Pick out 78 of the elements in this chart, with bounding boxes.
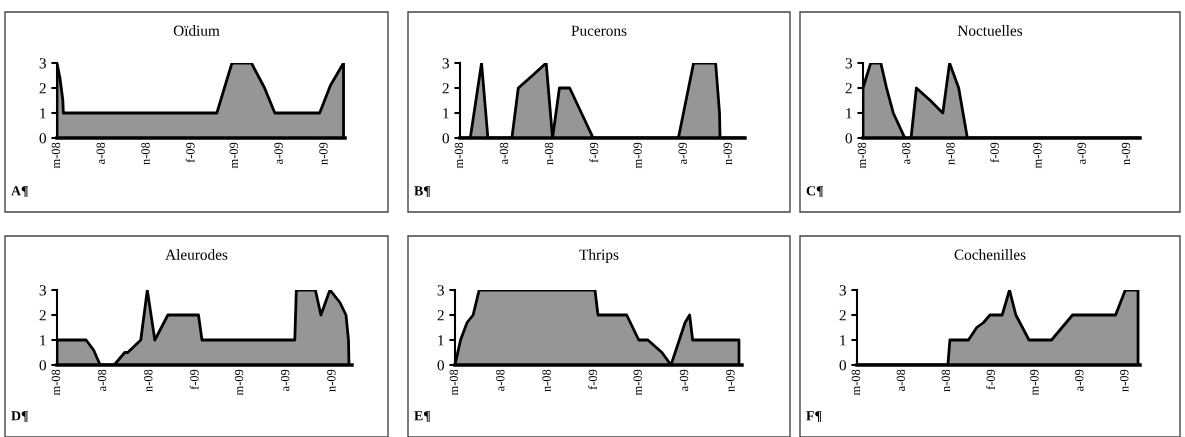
y-tick-label: 3 xyxy=(839,285,846,296)
y-tick-label: 0 xyxy=(39,133,46,144)
y-tick-label: 1 xyxy=(840,335,846,346)
x-tick-label: m-08 xyxy=(857,142,867,169)
y-tick-label: 3 xyxy=(845,58,852,69)
x-tick-label: a-08 xyxy=(499,142,509,164)
y-tick-label: 1 xyxy=(846,108,852,119)
text: B¶ xyxy=(414,186,431,198)
x-tick-label: m-08 xyxy=(851,369,861,396)
x-tick-label: m-09 xyxy=(633,369,642,396)
chart-title: Oïdium xyxy=(173,25,220,36)
x-tick-label: m-09 xyxy=(633,142,642,169)
x-tick-label: m-09 xyxy=(1033,142,1042,169)
y-tick-label: 0 xyxy=(845,133,852,144)
x-tick-label: a-09 xyxy=(274,142,283,164)
chart-title: Noctuelles xyxy=(957,25,1023,36)
x-tick-label: n-09 xyxy=(327,369,336,392)
chart-title: Aleurodes xyxy=(165,249,228,260)
text: F¶ xyxy=(806,411,822,423)
y-tick-label: 1 xyxy=(438,335,444,346)
x-tick-label: n-08 xyxy=(144,369,153,392)
chart-title: Pucerons xyxy=(571,25,627,36)
text: A¶ xyxy=(11,186,28,198)
x-tick-label: f-09 xyxy=(588,369,598,390)
y-tick-label: 1 xyxy=(443,108,449,119)
x-tick-label: a-09 xyxy=(679,369,689,391)
x-tick-label: f-09 xyxy=(986,369,996,390)
x-tick-label: m-09 xyxy=(234,369,244,396)
x-tick-label: f-09 xyxy=(989,142,999,163)
x-tick-label: n-08 xyxy=(141,142,150,165)
x-tick-label: f-09 xyxy=(189,369,199,390)
y-tick-label: 2 xyxy=(845,83,852,94)
x-tick-label: m-09 xyxy=(229,142,238,169)
x-tick-label: n-09 xyxy=(1121,142,1131,165)
y-tick-label: 3 xyxy=(442,58,449,69)
x-tick-label: a-08 xyxy=(896,369,906,391)
x-tick-label: a-09 xyxy=(1077,142,1086,164)
y-tick-label: 0 xyxy=(839,360,846,371)
x-tick-label: n-09 xyxy=(726,369,735,392)
y-tick-label: 3 xyxy=(39,58,46,69)
x-tick-label: a-09 xyxy=(678,142,687,164)
y-tick-label: 1 xyxy=(40,108,46,119)
x-tick-label: n-08 xyxy=(544,142,554,165)
x-tick-label: n-08 xyxy=(946,142,955,165)
x-tick-label: m-08 xyxy=(51,369,61,396)
chart-title: Cochenilles xyxy=(954,249,1026,260)
chart-title: Thrips xyxy=(579,249,619,263)
y-tick-label: 0 xyxy=(39,360,46,371)
x-tick-label: n-09 xyxy=(1120,369,1129,392)
x-tick-label: a-08 xyxy=(496,369,505,391)
y-tick-label: 1 xyxy=(40,335,46,346)
y-tick-label: 0 xyxy=(437,360,444,371)
text: E¶ xyxy=(414,411,431,423)
y-tick-label: 2 xyxy=(39,83,46,94)
x-tick-label: a-09 xyxy=(1075,369,1084,391)
x-tick-label: a-08 xyxy=(97,369,107,391)
text: C¶ xyxy=(806,186,823,198)
text: D¶ xyxy=(11,411,28,423)
x-tick-label: m-09 xyxy=(1030,369,1039,396)
x-tick-label: a-09 xyxy=(280,369,290,391)
x-tick-label: a-08 xyxy=(901,142,911,164)
x-tick-label: n-08 xyxy=(542,369,551,392)
y-tick-label: 2 xyxy=(839,310,846,321)
y-tick-label: 2 xyxy=(39,310,46,321)
x-tick-label: f-09 xyxy=(589,142,599,163)
y-tick-label: 0 xyxy=(442,133,449,144)
x-tick-label: n-09 xyxy=(319,142,328,165)
x-tick-label: m-08 xyxy=(51,142,61,169)
x-tick-label: f-09 xyxy=(185,142,195,163)
y-tick-label: 2 xyxy=(437,310,444,321)
x-tick-label: m-08 xyxy=(454,142,464,169)
y-tick-label: 3 xyxy=(437,285,444,296)
x-tick-label: a-08 xyxy=(96,142,105,164)
x-tick-label: m-08 xyxy=(449,369,459,396)
y-tick-label: 2 xyxy=(442,83,449,94)
y-tick-label: 3 xyxy=(39,285,46,296)
x-tick-label: n-08 xyxy=(941,369,951,392)
x-tick-label: n-09 xyxy=(723,142,732,165)
